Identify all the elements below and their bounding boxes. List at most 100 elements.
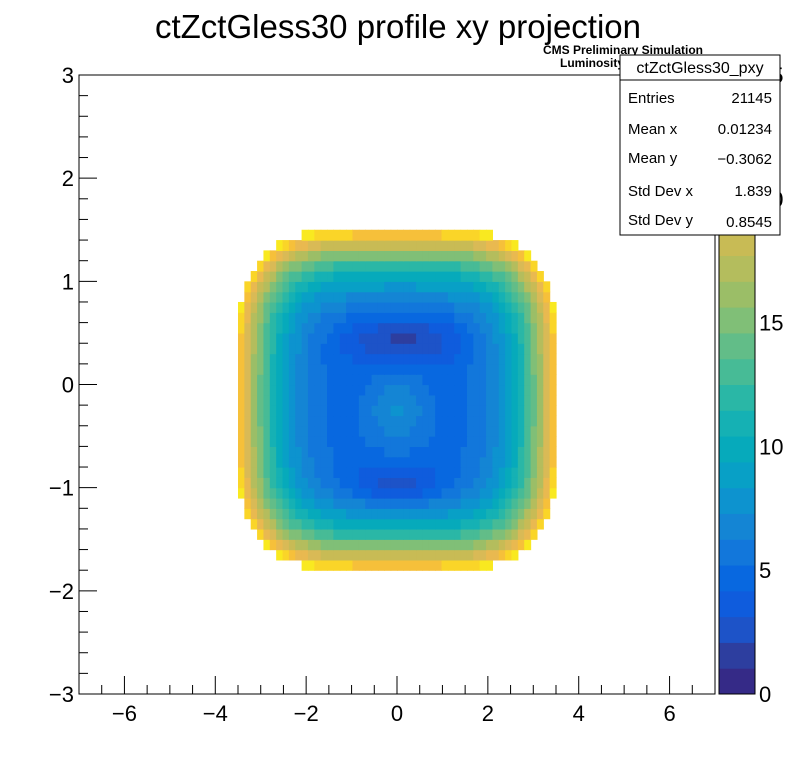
heatmap-cell: [409, 539, 417, 551]
y-tick-label: 3: [62, 63, 74, 88]
heatmap-cell: [435, 281, 443, 293]
heatmap-cell: [416, 271, 424, 282]
heatmap-cell: [371, 487, 379, 499]
heatmap-cell: [397, 322, 404, 334]
heatmap-cell: [536, 322, 544, 334]
heatmap-cell: [536, 374, 544, 386]
heatmap-cell: [333, 363, 341, 375]
heatmap-cell: [263, 260, 271, 272]
heatmap-cell: [327, 539, 334, 551]
heatmap-cell: [307, 559, 315, 571]
heatmap-cell: [346, 549, 354, 561]
heatmap-cell: [263, 518, 271, 530]
heatmap-cell: [263, 436, 271, 447]
heatmap-cell: [524, 343, 532, 355]
heatmap-cell: [333, 456, 341, 468]
heatmap-cell: [339, 559, 347, 571]
heatmap-cell: [327, 353, 334, 365]
heatmap-cell: [454, 240, 462, 251]
heatmap-cell: [371, 415, 379, 427]
heatmap-cell: [549, 374, 557, 386]
heatmap-cell: [295, 312, 303, 324]
heatmap-cell: [549, 353, 557, 365]
heatmap-cell: [371, 374, 379, 386]
heatmap-cell: [524, 301, 532, 313]
heatmap-cell: [295, 436, 303, 447]
heatmap-cell: [339, 456, 347, 468]
color-scale-band: [719, 487, 755, 514]
heatmap-cell: [346, 301, 354, 313]
heatmap-cell: [486, 436, 493, 447]
heatmap-cell: [441, 384, 449, 396]
heatmap-cell: [377, 353, 385, 365]
heatmap-cell: [314, 539, 322, 551]
heatmap-cell: [365, 322, 373, 334]
heatmap-cell: [479, 291, 487, 303]
color-scale-band: [719, 307, 755, 334]
heatmap-cell: [435, 322, 443, 334]
heatmap-cell: [441, 456, 449, 468]
heatmap-cell: [238, 446, 245, 458]
heatmap-cell: [257, 343, 265, 355]
heatmap-cell: [276, 518, 284, 530]
heatmap-cell: [403, 240, 411, 251]
heatmap-cell: [460, 549, 468, 561]
heatmap-cell: [524, 271, 532, 282]
heatmap-cell: [403, 332, 411, 344]
heatmap-cell: [358, 301, 366, 313]
heatmap-cell: [333, 260, 341, 272]
heatmap-cell: [352, 322, 360, 334]
heatmap-cell: [371, 322, 379, 334]
heatmap-cell: [250, 271, 258, 282]
heatmap-cell: [549, 312, 557, 324]
heatmap-cell: [409, 477, 417, 489]
heatmap-cell: [327, 456, 334, 468]
heatmap-cell: [397, 394, 404, 406]
heatmap-cell: [473, 394, 481, 406]
heatmap-cell: [327, 363, 334, 375]
heatmap-cell: [238, 477, 245, 489]
heatmap-cell: [295, 405, 303, 417]
heatmap-cell: [384, 240, 392, 251]
heatmap-cell: [536, 405, 544, 417]
heatmap-cell: [390, 353, 398, 365]
heatmap-cell: [454, 405, 462, 417]
heatmap-cell: [397, 415, 404, 427]
heatmap-cell: [390, 281, 398, 293]
heatmap-cell: [307, 487, 315, 499]
heatmap-cell: [517, 539, 525, 551]
heatmap-cell: [365, 415, 373, 427]
heatmap-cell: [339, 508, 347, 520]
heatmap-cell: [435, 353, 443, 365]
heatmap-cell: [339, 539, 347, 551]
heatmap-cell: [447, 281, 455, 293]
heatmap-cell: [238, 322, 245, 334]
heatmap-cell: [403, 260, 411, 272]
heatmap-cell: [416, 436, 424, 447]
heatmap-cell: [524, 394, 532, 406]
heatmap-cell: [517, 477, 525, 489]
heatmap-cell: [238, 436, 245, 447]
heatmap-cell: [288, 363, 296, 375]
heatmap-cell: [428, 518, 436, 530]
heatmap-cell: [428, 559, 436, 571]
heatmap-cell: [320, 549, 328, 561]
y-tick-label: −1: [49, 476, 74, 501]
heatmap-cell: [358, 240, 366, 251]
heatmap-cell: [282, 281, 290, 293]
heatmap-cell: [397, 332, 404, 344]
heatmap-cell: [466, 322, 474, 334]
heatmap-cell: [288, 508, 296, 520]
heatmap-cell: [486, 559, 493, 571]
heatmap-cell: [339, 497, 347, 509]
heatmap-cell: [390, 508, 398, 520]
heatmap-cell: [511, 353, 519, 365]
heatmap-cell: [422, 281, 430, 293]
heatmap-cell: [447, 291, 455, 303]
heatmap-cell: [492, 384, 500, 396]
heatmap-cell: [473, 559, 481, 571]
heatmap-cell: [263, 497, 271, 509]
heatmap-cell: [486, 322, 493, 334]
heatmap-cell: [454, 260, 462, 272]
heatmap-cell: [257, 425, 265, 437]
